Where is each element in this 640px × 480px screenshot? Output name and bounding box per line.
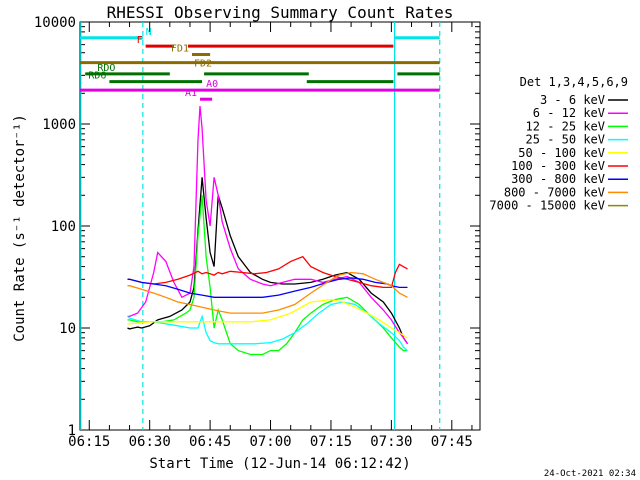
legend-label: 3 - 6 keV	[540, 93, 605, 107]
plot-frame	[79, 21, 481, 431]
legend-label: 50 - 100 keV	[518, 146, 605, 160]
chart-title: RHESSI Observing Summary Count Rates	[107, 3, 454, 22]
series-line-6	[127, 277, 408, 298]
y-axis-label: Count Rate (s⁻¹ detector⁻¹)	[12, 114, 28, 342]
x-tick-label: 07:00	[249, 434, 291, 450]
y-tick-label: 1000	[42, 117, 76, 133]
x-tick-label: 06:45	[189, 434, 231, 450]
series-line-4	[127, 298, 408, 339]
state-label-f: F	[137, 35, 143, 46]
series-line-3	[127, 301, 408, 352]
state-label-n: N	[146, 27, 152, 38]
y-tick-label: 100	[51, 219, 76, 235]
series-line-2	[127, 195, 408, 356]
state-label-fd2: FD2	[194, 59, 212, 70]
state-label-rdo: RDO	[97, 63, 115, 74]
legend-label: 300 - 800 keV	[511, 172, 605, 186]
legend-label: 7000 - 15000 keV	[489, 199, 605, 213]
legend-label: 800 - 7000 keV	[504, 185, 605, 199]
series-line-7	[127, 271, 408, 314]
legend-title: Det 1,3,4,5,6,9	[520, 75, 628, 89]
series-line-1	[127, 105, 409, 345]
y-tick-label: 10000	[34, 15, 76, 31]
x-tick-label: 07:15	[310, 434, 352, 450]
y-tick-label: 1	[68, 423, 76, 439]
state-label-a1: A1	[185, 88, 197, 99]
timestamp: 24-Oct-2021 02:34	[544, 469, 636, 479]
plot-area: 1 10 100 1000 10000 06:15 06:30 06:45 07:00 07:15…	[34, 15, 481, 450]
x-tick-label: 06:15	[68, 434, 110, 450]
legend-label: 25 - 50 keV	[526, 133, 605, 147]
series-line-0	[127, 177, 409, 345]
legend-label: 6 - 12 keV	[533, 106, 605, 120]
state-label-rd6: RD6	[88, 71, 106, 82]
state-label-fd1: FD1	[171, 44, 189, 55]
legend-label: 12 - 25 keV	[526, 119, 605, 133]
x-tick-label: 06:30	[129, 434, 171, 450]
legend-label: 100 - 300 keV	[511, 159, 605, 173]
y-tick-label: 10	[59, 321, 76, 337]
state-label-a0: A0	[206, 79, 218, 90]
x-tick-label: 07:45	[431, 434, 473, 450]
series-line-5	[127, 255, 408, 289]
x-axis-label: Start Time (12-Jun-14 06:12:42)	[149, 456, 410, 472]
x-tick-label: 07:30	[370, 434, 412, 450]
